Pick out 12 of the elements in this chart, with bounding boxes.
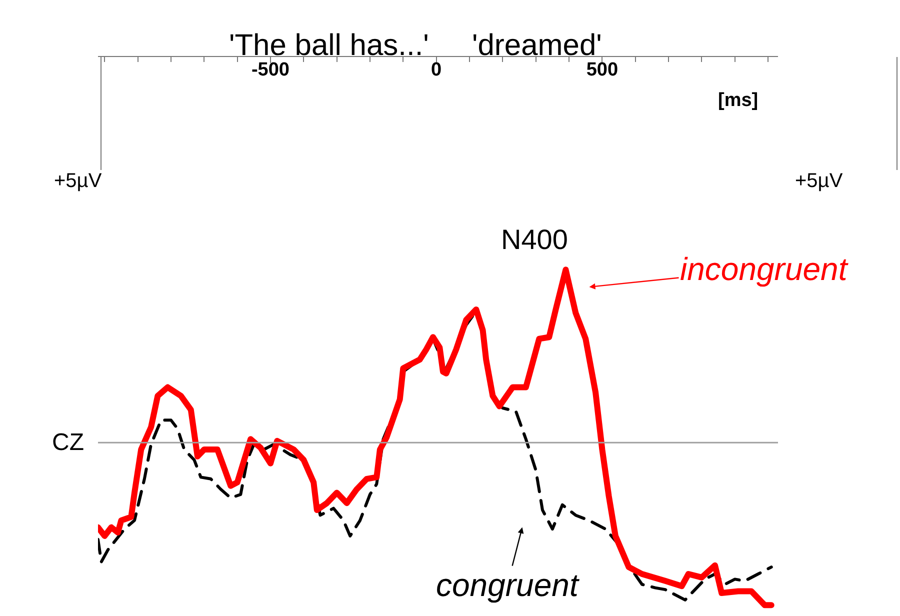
text: 'dreamed' — [472, 29, 602, 62]
series-label: congruent — [436, 567, 580, 603]
text: 'The ball has...' — [229, 29, 429, 62]
ref-line-label: CZ — [52, 429, 84, 456]
text: +5µV — [795, 170, 844, 192]
text: +5µV — [54, 170, 102, 192]
x-axis-title: [ms] — [718, 90, 758, 111]
x-tick-label: 0 — [431, 60, 442, 80]
text: N400 — [501, 224, 568, 255]
x-tick-label: -500 — [251, 60, 290, 80]
legend-label: incongruent — [680, 251, 848, 287]
x-tick-label: 500 — [586, 60, 618, 80]
